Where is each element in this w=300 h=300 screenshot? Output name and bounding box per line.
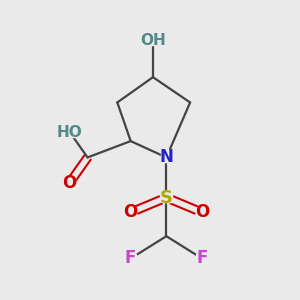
Text: S: S: [160, 189, 173, 207]
Bar: [125, 254, 136, 263]
Text: N: N: [159, 148, 173, 166]
Bar: [142, 35, 164, 45]
Bar: [64, 178, 76, 188]
Text: OH: OH: [140, 32, 166, 47]
Text: O: O: [124, 203, 138, 221]
Bar: [160, 152, 172, 162]
Bar: [196, 208, 208, 217]
Text: HO: HO: [57, 125, 82, 140]
Text: F: F: [125, 250, 136, 268]
Bar: [125, 208, 136, 217]
Text: O: O: [195, 203, 209, 221]
Bar: [160, 193, 172, 202]
Text: O: O: [63, 174, 77, 192]
Text: F: F: [196, 250, 208, 268]
Bar: [58, 127, 81, 137]
Bar: [196, 254, 208, 263]
